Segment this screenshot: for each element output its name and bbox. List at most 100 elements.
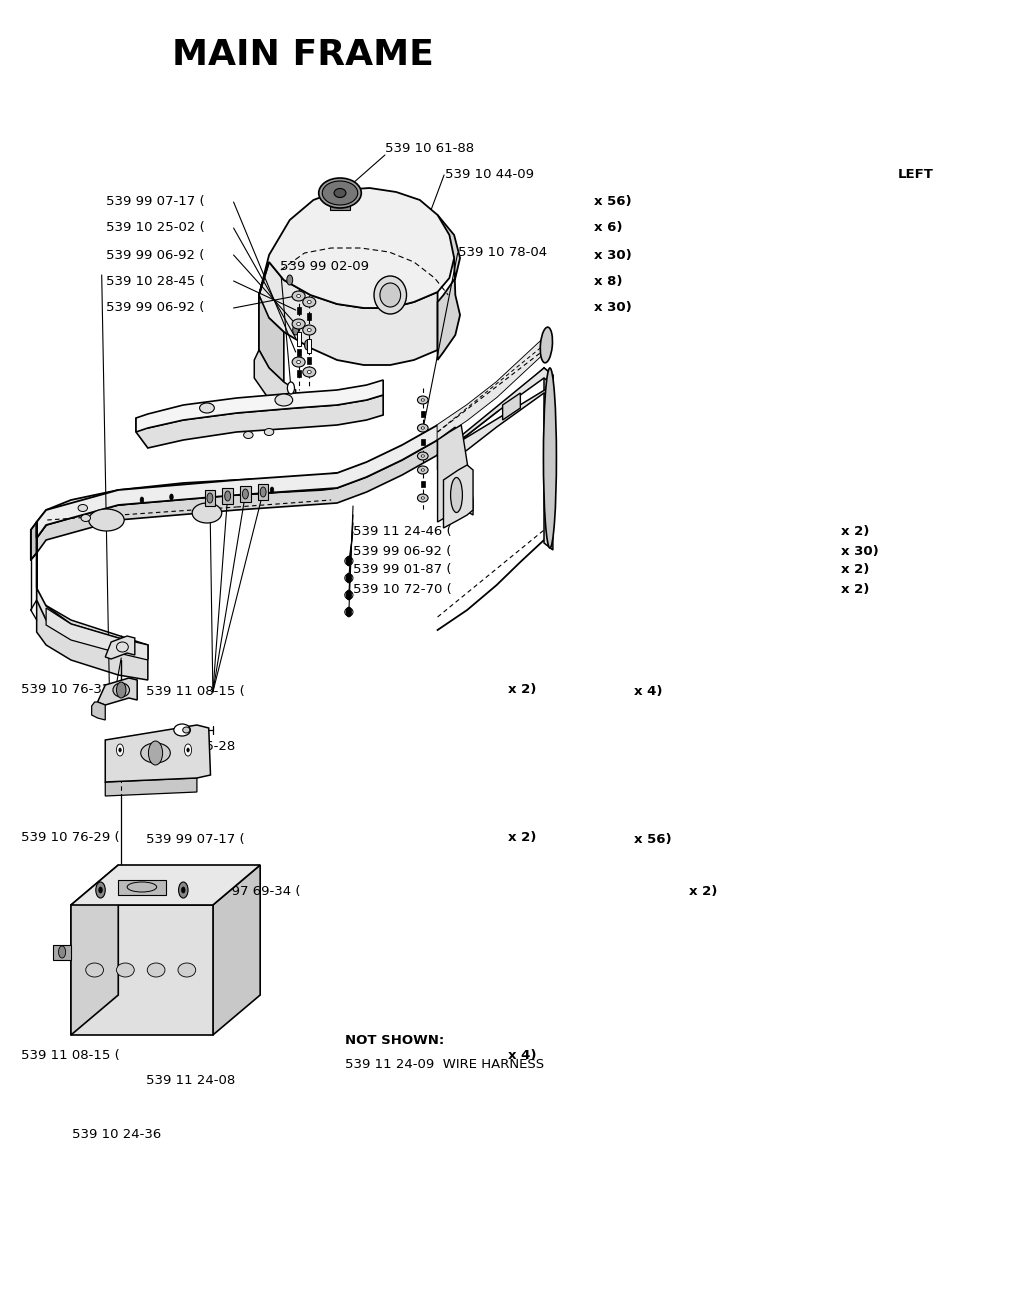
- Text: 539 99 02-09: 539 99 02-09: [281, 260, 370, 273]
- Ellipse shape: [117, 682, 126, 698]
- Text: 539 10 76-32 (: 539 10 76-32 (: [20, 684, 120, 697]
- Text: 539 99 07-17 (: 539 99 07-17 (: [146, 833, 245, 846]
- Polygon shape: [136, 395, 383, 448]
- Text: 539 10 76-28: 539 10 76-28: [146, 740, 236, 753]
- Polygon shape: [259, 188, 454, 308]
- Ellipse shape: [307, 300, 311, 303]
- Ellipse shape: [541, 328, 553, 363]
- Polygon shape: [118, 880, 166, 894]
- Polygon shape: [71, 905, 213, 1035]
- Ellipse shape: [193, 503, 222, 523]
- Polygon shape: [37, 439, 437, 552]
- Ellipse shape: [374, 276, 407, 315]
- Ellipse shape: [421, 399, 424, 402]
- Polygon shape: [437, 425, 473, 523]
- Ellipse shape: [418, 465, 428, 474]
- Ellipse shape: [147, 963, 165, 978]
- Ellipse shape: [223, 489, 226, 495]
- Polygon shape: [105, 725, 211, 783]
- Polygon shape: [105, 777, 197, 796]
- Text: x 2): x 2): [689, 885, 718, 898]
- Ellipse shape: [86, 963, 103, 978]
- Text: x 56): x 56): [634, 833, 672, 846]
- Ellipse shape: [244, 432, 253, 438]
- Polygon shape: [544, 368, 553, 550]
- Polygon shape: [307, 356, 311, 364]
- Ellipse shape: [78, 504, 87, 511]
- Text: MAIN FRAME: MAIN FRAME: [172, 38, 434, 72]
- Text: x 2): x 2): [841, 525, 869, 538]
- Ellipse shape: [186, 747, 189, 751]
- Polygon shape: [46, 608, 147, 660]
- Text: 539 99 06-92 (: 539 99 06-92 (: [353, 545, 452, 558]
- Ellipse shape: [200, 403, 214, 413]
- Ellipse shape: [346, 590, 352, 601]
- Ellipse shape: [418, 396, 428, 404]
- Ellipse shape: [113, 682, 129, 697]
- Polygon shape: [437, 214, 460, 360]
- Text: 539 10 24-36: 539 10 24-36: [72, 1128, 162, 1141]
- Ellipse shape: [292, 318, 305, 329]
- Ellipse shape: [174, 724, 190, 736]
- Text: 539 99 01-87 (: 539 99 01-87 (: [353, 563, 452, 576]
- Ellipse shape: [243, 489, 249, 499]
- Ellipse shape: [117, 963, 134, 978]
- Polygon shape: [71, 864, 260, 905]
- Ellipse shape: [148, 741, 163, 764]
- Ellipse shape: [170, 494, 173, 500]
- Ellipse shape: [346, 573, 352, 582]
- Ellipse shape: [89, 510, 124, 530]
- Text: 539 10 61-88: 539 10 61-88: [385, 142, 474, 155]
- Text: 539 11 24-08: 539 11 24-08: [146, 1074, 236, 1087]
- Polygon shape: [421, 481, 425, 488]
- Polygon shape: [437, 426, 456, 455]
- Ellipse shape: [182, 727, 189, 733]
- Ellipse shape: [140, 497, 143, 503]
- Ellipse shape: [275, 394, 293, 406]
- Ellipse shape: [421, 426, 424, 429]
- Ellipse shape: [334, 188, 346, 198]
- Ellipse shape: [207, 493, 213, 503]
- Ellipse shape: [224, 491, 230, 500]
- Ellipse shape: [98, 887, 102, 893]
- Ellipse shape: [81, 515, 90, 521]
- Ellipse shape: [297, 322, 301, 325]
- Ellipse shape: [264, 429, 273, 436]
- Ellipse shape: [292, 291, 305, 302]
- Text: x 30): x 30): [841, 545, 879, 558]
- Text: 539 97 69-34 (: 539 97 69-34 (: [202, 885, 300, 898]
- Text: x 2): x 2): [841, 582, 869, 595]
- Polygon shape: [53, 945, 71, 959]
- Polygon shape: [213, 864, 260, 1035]
- Polygon shape: [222, 488, 233, 504]
- Polygon shape: [31, 523, 37, 560]
- Text: x 2): x 2): [508, 832, 537, 845]
- Text: NOT SHOWN:: NOT SHOWN:: [345, 1034, 444, 1046]
- Ellipse shape: [184, 744, 191, 757]
- Polygon shape: [37, 523, 147, 658]
- Polygon shape: [71, 864, 118, 1035]
- Polygon shape: [437, 338, 544, 439]
- Ellipse shape: [58, 946, 66, 958]
- Text: x 6): x 6): [594, 221, 623, 234]
- Ellipse shape: [288, 382, 295, 394]
- Text: x 2): x 2): [508, 684, 537, 697]
- Polygon shape: [205, 490, 215, 506]
- Ellipse shape: [181, 887, 185, 893]
- Ellipse shape: [380, 283, 400, 307]
- Polygon shape: [105, 636, 135, 659]
- Ellipse shape: [544, 368, 556, 549]
- Polygon shape: [297, 348, 301, 355]
- Text: 539 11 08-15 (: 539 11 08-15 (: [20, 1049, 120, 1062]
- Text: x 4): x 4): [508, 1049, 537, 1062]
- Ellipse shape: [287, 276, 293, 285]
- Text: x 4): x 4): [634, 685, 663, 698]
- Ellipse shape: [303, 296, 315, 307]
- Ellipse shape: [304, 341, 310, 350]
- Polygon shape: [437, 368, 553, 471]
- Ellipse shape: [260, 488, 266, 497]
- Polygon shape: [503, 393, 520, 420]
- Polygon shape: [136, 380, 383, 432]
- Ellipse shape: [346, 607, 352, 618]
- Polygon shape: [297, 307, 301, 313]
